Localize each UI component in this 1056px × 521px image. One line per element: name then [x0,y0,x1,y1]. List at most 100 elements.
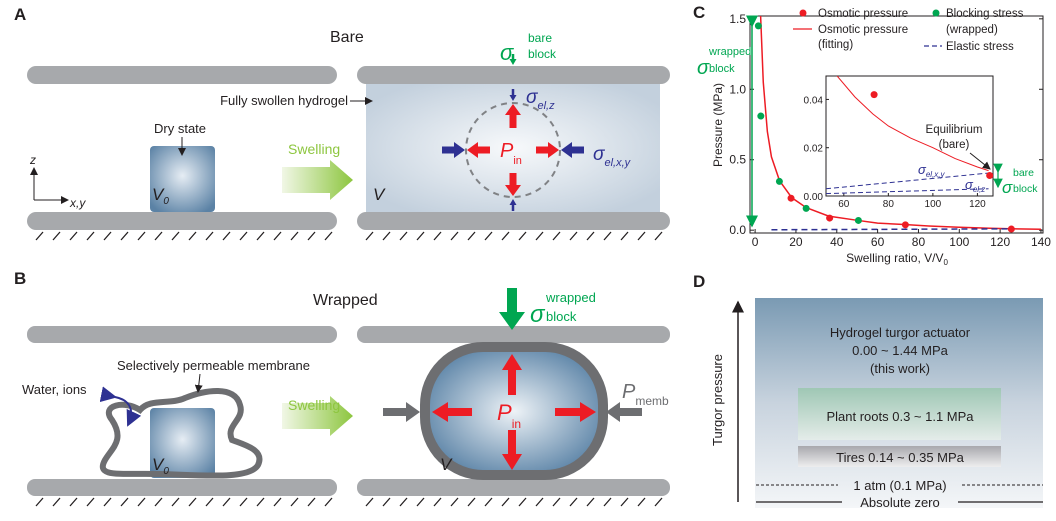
legend-blocking-line1: Blocking stress [946,8,1024,20]
hatch-mark [535,497,544,507]
hatch-mark [450,231,459,241]
inset-sigma-el-z: σel,z [965,177,985,194]
hatch-mark [603,231,612,241]
x-tick-label: 60 [871,235,885,249]
blocking-point [757,112,765,120]
inset-sigma-el-xy: σel,x,y [918,162,946,179]
hatch-mark [52,231,61,241]
pressure-arrow-left [467,142,490,158]
hatch-mark [290,231,299,241]
inset-fit-curve [836,76,989,172]
hatch-mark [256,231,265,241]
hatch-mark [620,231,629,241]
legend: Osmotic pressure Osmotic pressure (fitti… [793,8,1024,53]
bare-sigma: σ [1002,178,1013,197]
legend-fit-line2: (fitting) [818,39,853,51]
hatch-mark [52,497,61,507]
hatch-mark [86,497,95,507]
v0-label: V0 [152,185,169,207]
membrane-label: Selectively permeable membrane [117,358,310,373]
sigma-block-wrapped-sup: wrapped [545,290,596,305]
membrane-pressure-arrow-left [383,402,420,422]
panel-d-letter: D [693,272,705,291]
x-tick-label: 120 [990,235,1010,249]
swelling-arrow [282,160,353,200]
plant-roots-band [798,388,1001,440]
hatch-mark [120,497,129,507]
hatch-mark [120,231,129,241]
dashed-circle [465,102,561,198]
hatch-mark [501,231,510,241]
panel-a: A Bare Dry state V0 z x,y Swelling Fully… [14,5,670,241]
hatch-mark [239,231,248,241]
blocking-point [775,177,783,185]
pressure-arrow-right [536,142,559,158]
inset-x-tick-label: 120 [969,199,986,210]
wrapped-sub: block [709,63,735,75]
permeable-membrane [100,388,263,479]
ground-hatch [35,497,663,507]
hatch-mark [137,231,146,241]
block-stress-wrapped-arrow [499,288,525,330]
panel-b: B Wrapped V0 Selectively permeable membr… [14,269,670,507]
bottom-plate-left [27,212,337,230]
hatch-mark [103,497,112,507]
inset-elastic-z-line [826,188,989,195]
pressure-arrow-right [555,402,596,422]
hatch-mark [365,497,374,507]
hatch-mark [450,497,459,507]
inset-osmotic-point [986,171,993,179]
bare-sup: bare [1013,167,1034,179]
hatch-mark [256,497,265,507]
inset-y-tick-label: 0.00 [804,192,824,203]
sigma-block-bare: σ [500,40,514,65]
hatch-mark [518,231,527,241]
osmotic-point [901,221,909,229]
swelling-label: Swelling [288,397,340,413]
panel-d: D Turgor pressure Hydrogel turgor actuat… [693,272,1043,510]
p-in-label: Pin [500,140,522,167]
hatch-mark [416,497,425,507]
hatch-mark [188,231,197,241]
legend-blocking-line2: (wrapped) [946,24,998,36]
hatch-mark [273,231,282,241]
inset: 60 80 100 120 0.00 0.02 0.04 Equilibrium (bare… [804,75,994,210]
hatch-mark [69,231,78,241]
inset-y-tick-label: 0.02 [804,144,824,155]
hatch-mark [399,231,408,241]
elastic-arrow-top [509,89,517,101]
absolute-zero-label: Absolute zero [860,495,940,510]
blocking-point [754,22,762,30]
hatch-mark [171,231,180,241]
panel-b-letter: B [14,269,26,288]
hatch-mark [86,231,95,241]
hatch-mark [222,497,231,507]
hydrogel-label-1: Hydrogel turgor actuator [830,325,971,340]
hatch-mark [365,231,374,241]
y-tick-label: 1.5 [729,12,746,26]
hatch-mark [273,497,282,507]
swelling-label: Swelling [288,141,340,157]
bottom-plate-right [357,479,670,496]
hydrogel-label-3: (this work) [870,361,930,376]
top-plate-left [27,326,337,343]
hatch-mark [171,497,180,507]
tires-label: Tires 0.14 ~ 0.35 MPa [836,450,965,465]
legend-blocking-marker [932,9,940,17]
hatch-mark [433,231,442,241]
bottom-plate-left [27,479,337,496]
pressure-arrow-down [505,173,521,196]
hatch-mark [205,231,214,241]
hatch-mark [586,231,595,241]
elastic-arrow-bottom [509,199,517,211]
hatch-mark [188,497,197,507]
inset-x-tick-label: 100 [925,199,942,210]
atm-label: 1 atm (0.1 MPa) [853,478,946,493]
inset-osmotic-point [870,91,878,99]
panel-a-letter: A [14,5,26,24]
wrapped-hydrogel-capsule [420,342,608,480]
inset-elastic-xy-line [826,172,989,190]
elastic-arrow-right [561,142,584,158]
equilibrium-label-2: (bare) [939,139,970,151]
ground-hatch [35,231,663,241]
